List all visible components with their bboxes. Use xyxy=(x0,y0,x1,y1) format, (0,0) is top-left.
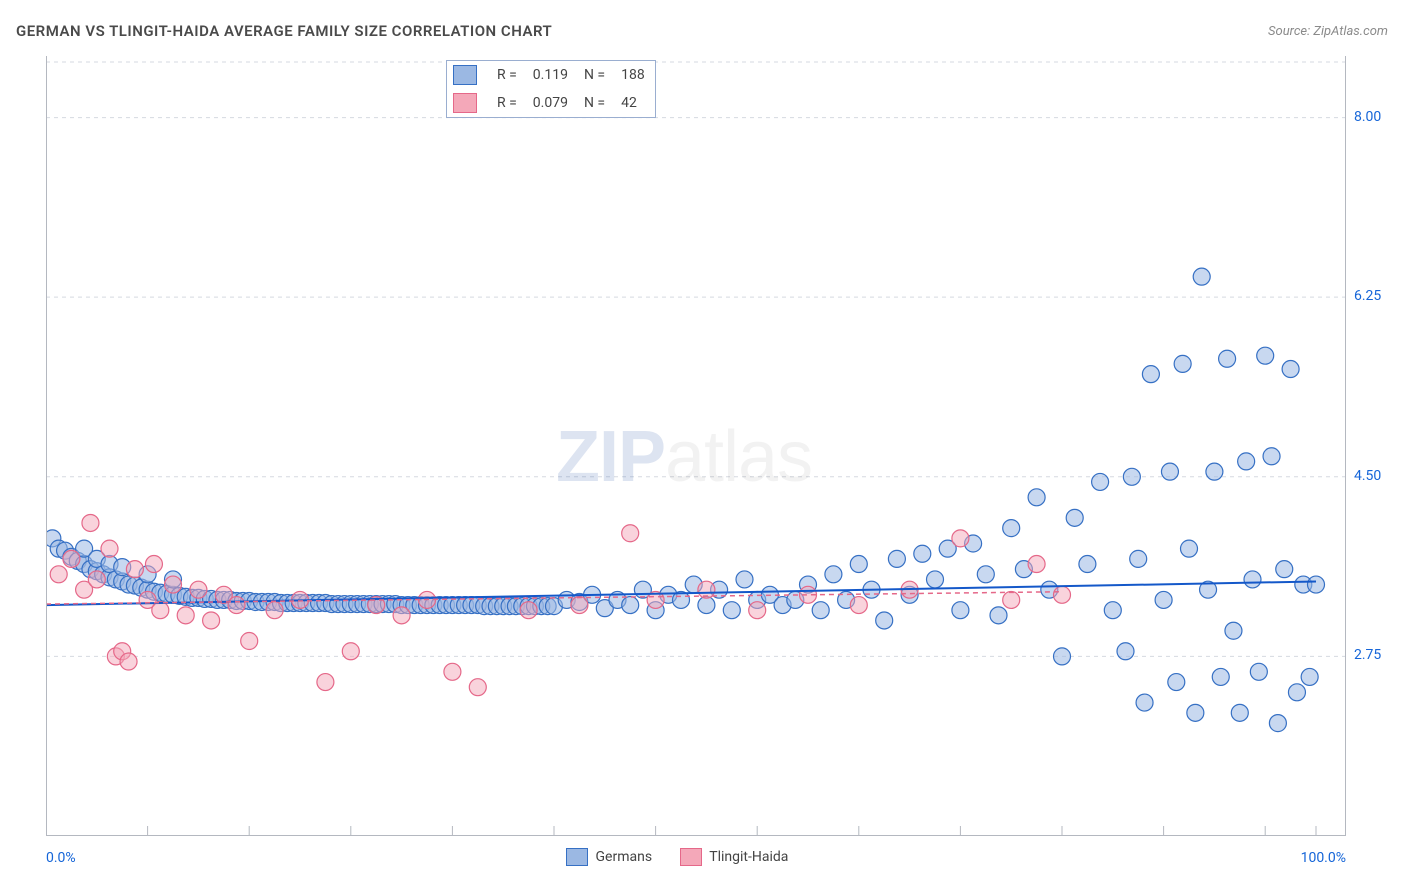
legend-swatch xyxy=(453,93,477,113)
legend-r-value: 0.119 xyxy=(527,61,578,89)
y-tick: 6.25 xyxy=(1354,288,1404,304)
source-label: Source: ZipAtlas.com xyxy=(1268,24,1388,39)
scatter-svg xyxy=(46,56,1346,836)
legend-stats: R =0.119N =188R =0.079N =42 xyxy=(446,60,656,118)
legend-n-value: 42 xyxy=(615,89,655,117)
y-tick: 2.75 xyxy=(1354,647,1404,663)
chart-container: GERMAN VS TLINGIT-HAIDA AVERAGE FAMILY S… xyxy=(0,0,1406,892)
legend-item: Germans xyxy=(566,849,652,865)
x-tick-left: 0.0% xyxy=(46,850,76,866)
chart-title: GERMAN VS TLINGIT-HAIDA AVERAGE FAMILY S… xyxy=(16,22,552,40)
legend-label: Tlingit-Haida xyxy=(709,849,788,865)
legend-swatch xyxy=(453,65,477,85)
legend-r-value: 0.079 xyxy=(527,89,578,117)
plot-area: R =0.119N =188R =0.079N =42 ZIPatlas xyxy=(46,56,1346,836)
legend-n-value: 188 xyxy=(615,61,655,89)
y-tick: 8.00 xyxy=(1354,109,1404,125)
legend-series: Germans Tlingit-Haida xyxy=(566,848,816,866)
legend-swatch xyxy=(680,848,702,866)
legend-swatch xyxy=(566,848,588,866)
legend-label: Germans xyxy=(595,849,652,865)
x-tick-right: 100.0% xyxy=(1301,850,1346,866)
legend-item: Tlingit-Haida xyxy=(680,849,788,865)
y-tick: 4.50 xyxy=(1354,468,1404,484)
